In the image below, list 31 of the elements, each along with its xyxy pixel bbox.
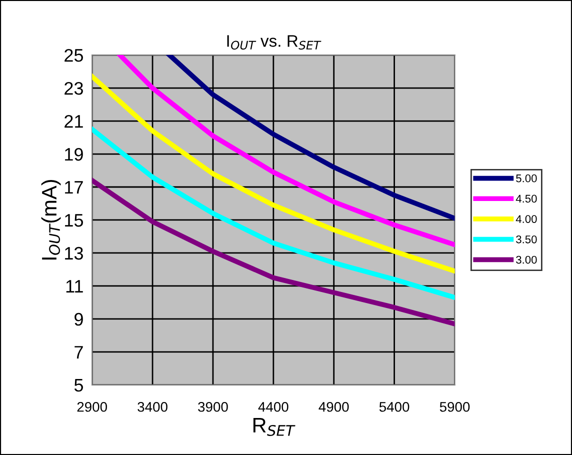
line-series [92, 74, 455, 274]
y-tick-label: 15 [65, 214, 84, 227]
legend-label: 4.50 [516, 194, 537, 203]
y-tick-label: 9 [74, 312, 83, 326]
y-tick-label: 21 [64, 114, 83, 128]
legend-label: 5.00 [516, 174, 537, 182]
line-series [167, 55, 455, 221]
legend-label: 3.50 [516, 235, 537, 244]
y-tick-label: 13 [65, 246, 83, 260]
y-tick-label: 19 [65, 148, 83, 161]
x-tick-label: 5400 [379, 402, 410, 412]
y-tick-label: 7 [74, 346, 83, 358]
x-tick-label: 4900 [318, 402, 349, 412]
line-series [92, 126, 455, 300]
x-tick-label: 2900 [77, 402, 107, 412]
y-tick-label: 11 [66, 280, 83, 293]
legend-label: 4.00 [516, 215, 537, 223]
line-series [92, 178, 455, 326]
y-axis-title: I$_{OUT}$(mA) [41, 180, 61, 260]
legend-label: 3.00 [516, 256, 537, 264]
x-tick-label: 5900 [440, 402, 470, 412]
y-tick-label: 25 [64, 48, 84, 62]
x-axis-title: R$_{SET}$ [253, 418, 296, 436]
line-series [117, 55, 455, 248]
chart-title: I$_{OUT}$ vs. R$_{SET}$ [227, 35, 322, 50]
y-tick-label: 23 [64, 82, 83, 95]
y-tick-label: 17 [65, 181, 83, 194]
y-tick-label: 5 [74, 379, 84, 392]
x-tick-label: 3900 [198, 402, 228, 412]
x-tick-label: 4400 [258, 402, 288, 412]
x-tick-label: 3400 [138, 402, 168, 412]
